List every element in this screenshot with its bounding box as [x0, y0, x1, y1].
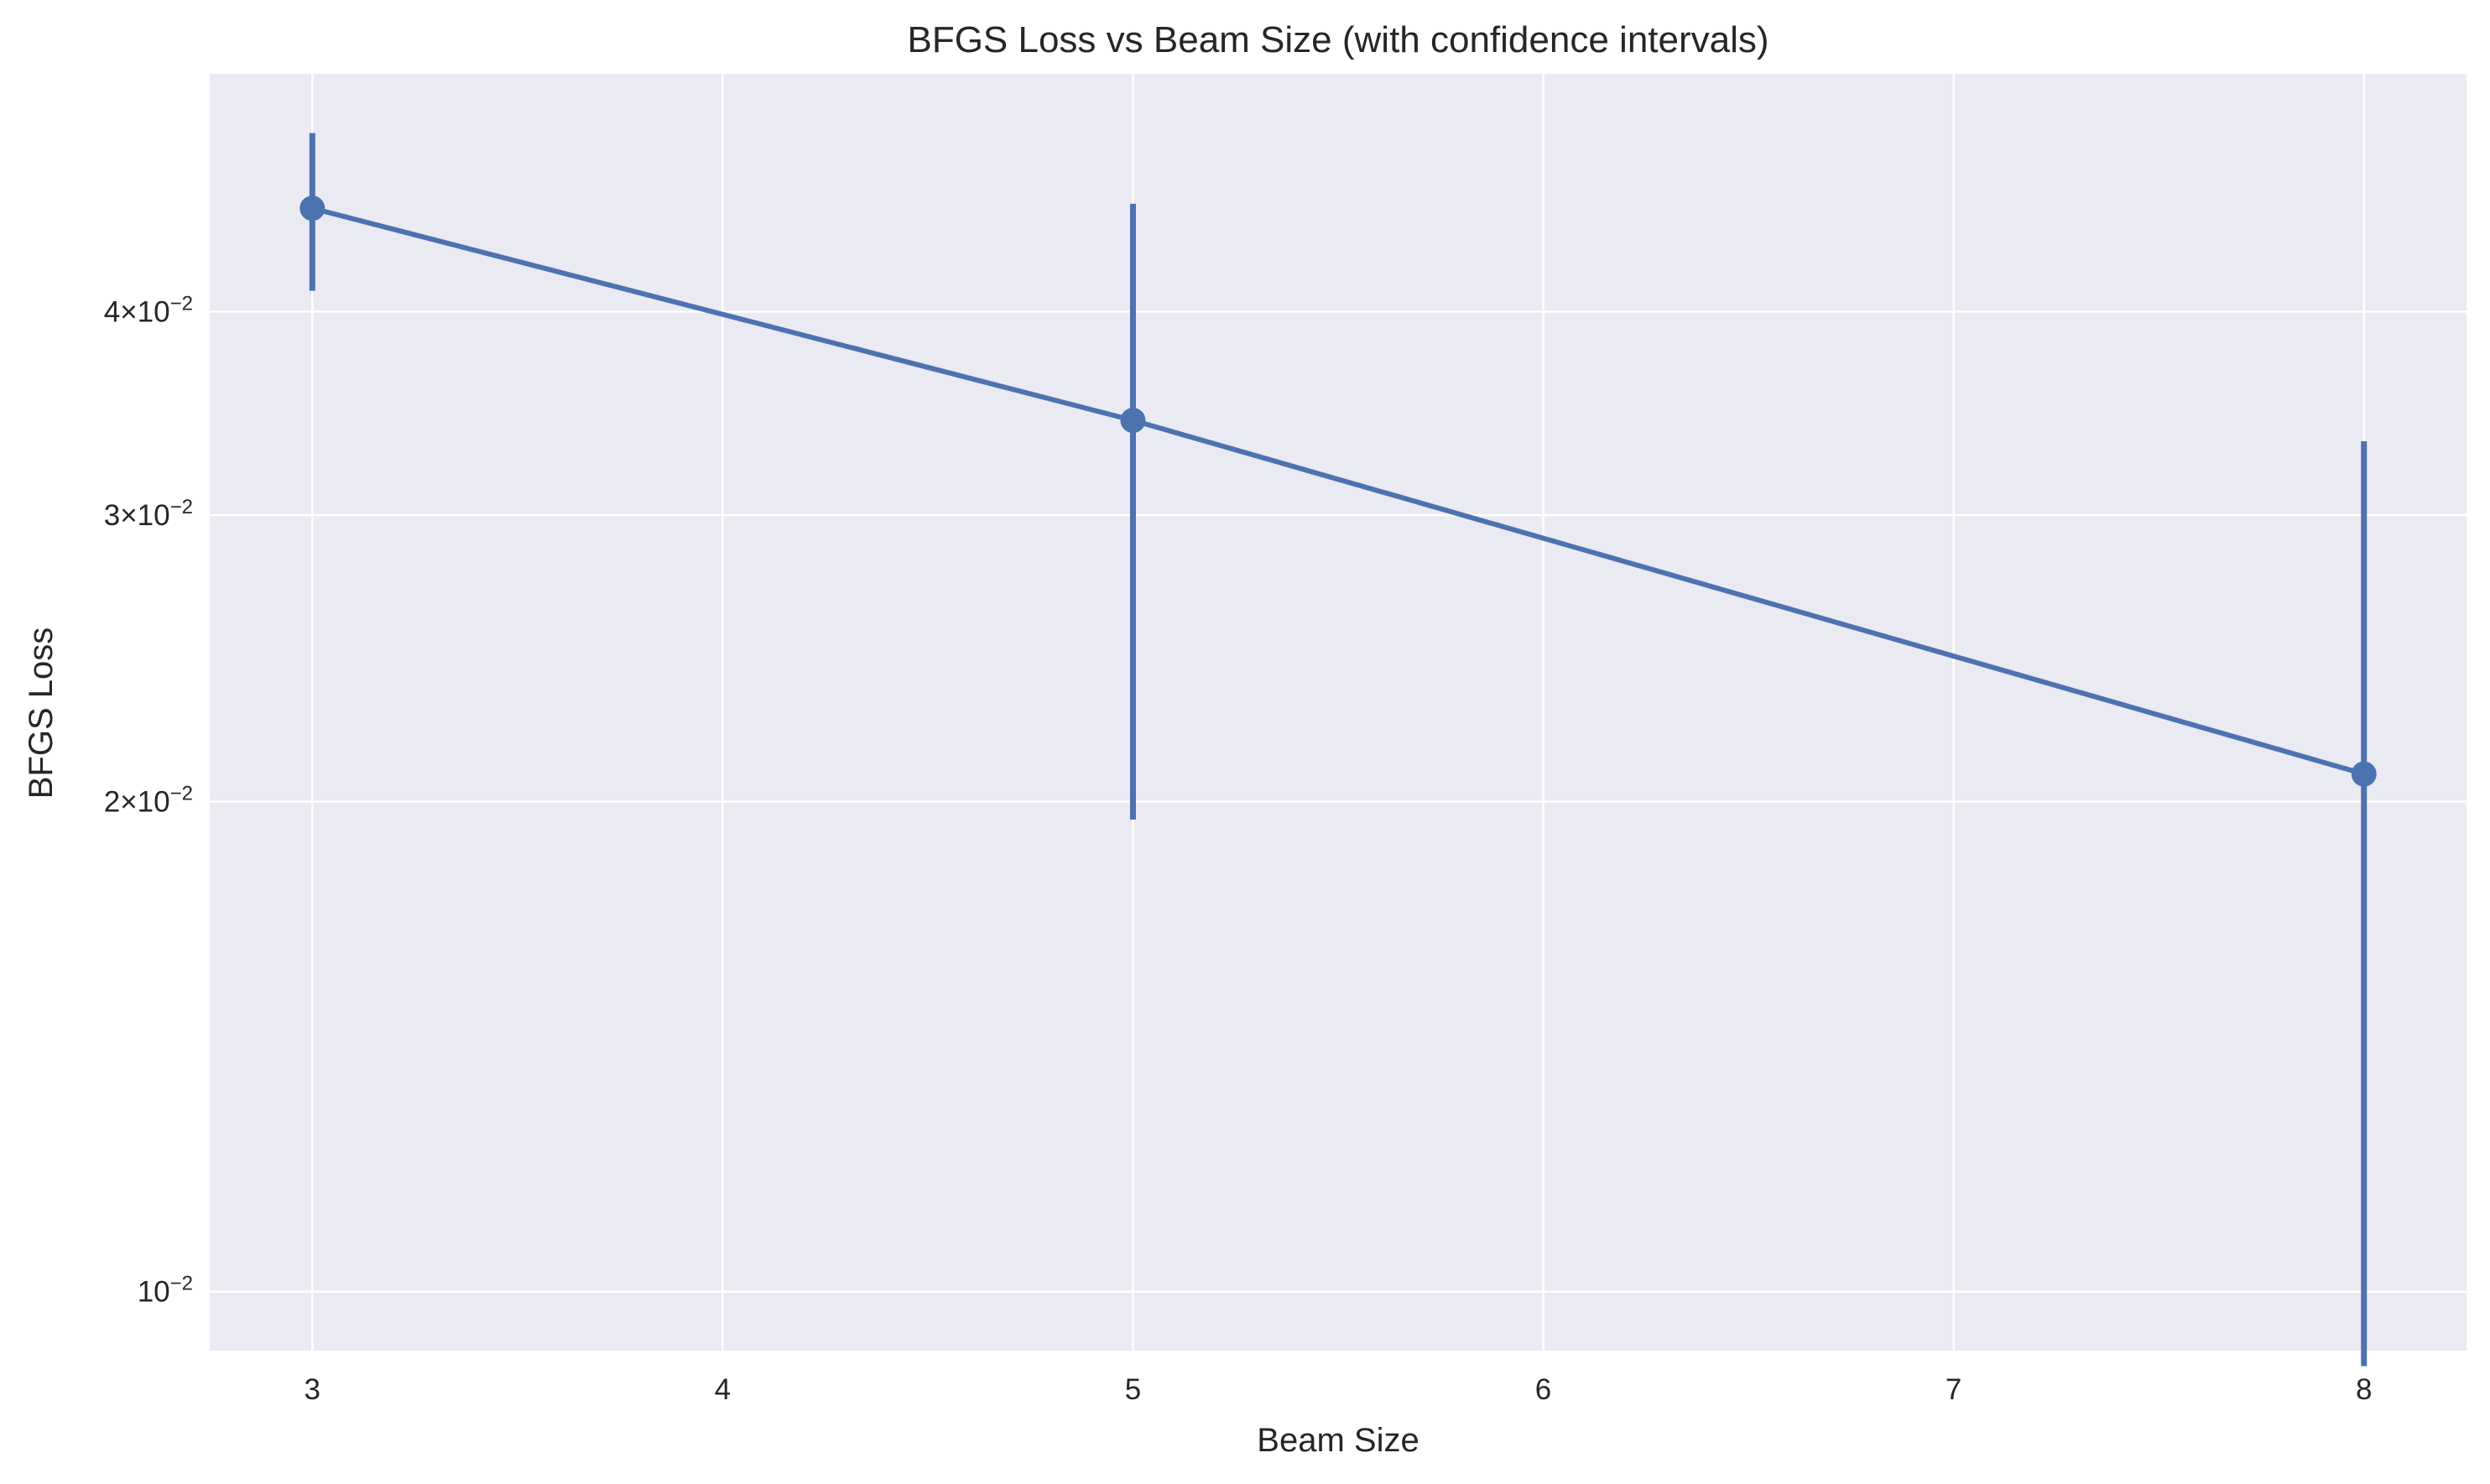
x-tick-label: 8	[2356, 1373, 2372, 1406]
data-point	[1120, 408, 1146, 434]
data-point	[2351, 761, 2377, 787]
y-tick-labels: 10−2 2×10−2 3×10−2 4×10−2	[104, 293, 193, 1309]
x-tick-labels: 3 4 5 6 7 8	[305, 1373, 2373, 1406]
y-tick-label: 2×10−2	[104, 783, 193, 819]
x-tick-label: 7	[1946, 1373, 1961, 1406]
y-axis-label: BFGS Loss	[23, 627, 60, 799]
series-layer	[300, 133, 2377, 1367]
y-tick-label: 3×10−2	[104, 496, 193, 532]
x-tick-label: 3	[305, 1373, 320, 1406]
x-tick-label: 6	[1535, 1373, 1551, 1406]
y-tick-label: 10−2	[138, 1273, 193, 1309]
x-tick-label: 5	[1125, 1373, 1141, 1406]
chart-title: BFGS Loss vs Beam Size (with confidence …	[907, 19, 1769, 60]
x-axis-label: Beam Size	[1257, 1422, 1419, 1459]
plot-area	[210, 74, 2467, 1351]
y-tick-label: 4×10−2	[104, 293, 193, 329]
data-point	[300, 195, 326, 221]
x-tick-label: 4	[715, 1373, 731, 1406]
